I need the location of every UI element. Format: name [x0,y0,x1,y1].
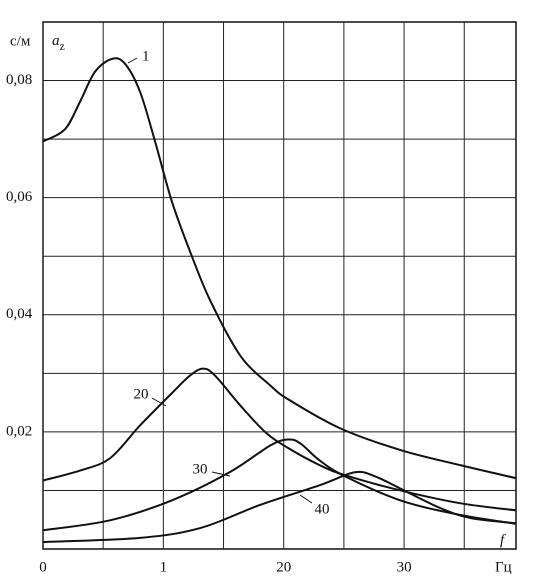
y-tick-label: 0,04 [6,306,33,322]
curve [42,57,517,480]
leader-line [299,494,313,504]
series-label: 20 [134,386,149,402]
x-tick-label: 20 [276,559,291,575]
y-tick-label: 0,02 [6,423,32,439]
leader-line [211,471,231,477]
curve [42,367,517,512]
y-unit: с/м [10,33,31,49]
leader-line [127,57,138,64]
y-label-main: a [52,33,60,49]
curve [42,438,517,532]
x-tick-label: 30 [397,559,412,575]
y-label: az [52,33,65,52]
series-label: 1 [142,48,150,64]
series-label: 40 [315,501,330,517]
x-label: f [500,532,506,548]
leader-line [151,397,167,407]
curve [42,470,517,543]
x-tick-label: 0 [39,559,47,575]
plot-frame [42,21,517,550]
y-tick-label: 0,08 [6,72,32,88]
y-tick-label: 0,06 [6,189,33,205]
series-label: 30 [193,461,208,477]
x-tick-label: 1 [160,559,168,575]
y-label-sub: z [60,39,65,53]
x-unit: Гц [495,559,512,575]
